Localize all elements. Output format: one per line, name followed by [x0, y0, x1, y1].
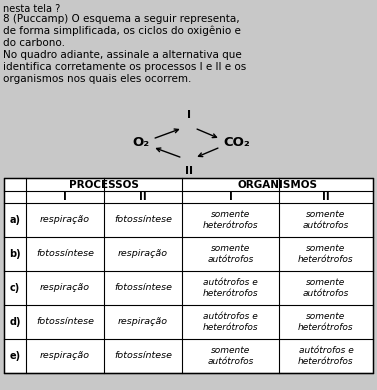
Text: fotossíntese: fotossíntese [114, 351, 172, 360]
Text: somente
autótrofos: somente autótrofos [303, 210, 349, 230]
Text: 8 (Puccamp) O esquema a seguir representa,: 8 (Puccamp) O esquema a seguir represent… [3, 14, 240, 24]
Text: II: II [184, 166, 193, 176]
Text: respiração: respiração [118, 250, 168, 259]
Text: No quadro adiante, assinale a alternativa que: No quadro adiante, assinale a alternativ… [3, 50, 242, 60]
Text: identifica corretamente os processos I e II e os: identifica corretamente os processos I e… [3, 62, 246, 72]
Text: autótrofos e
heterótrofos: autótrofos e heterótrofos [203, 278, 258, 298]
Text: PROCESSOS: PROCESSOS [69, 179, 139, 190]
Text: fotossíntese: fotossíntese [114, 216, 172, 225]
Text: fotossíntese: fotossíntese [36, 317, 94, 326]
Text: respiração: respiração [40, 351, 90, 360]
Text: somente
heterótrofos: somente heterótrofos [298, 312, 354, 332]
Text: respiração: respiração [40, 284, 90, 292]
Text: O₂: O₂ [132, 136, 149, 149]
Text: II: II [322, 192, 330, 202]
Text: somente
autótrofos: somente autótrofos [207, 244, 254, 264]
Text: ORGANISMOS: ORGANISMOS [238, 179, 317, 190]
Text: nesta tela ?: nesta tela ? [3, 4, 60, 14]
Text: a): a) [9, 215, 20, 225]
Text: somente
autótrofos: somente autótrofos [303, 278, 349, 298]
Text: c): c) [10, 283, 20, 293]
Text: fotossíntese: fotossíntese [36, 250, 94, 259]
Text: e): e) [9, 351, 21, 361]
Text: organismos nos quais eles ocorrem.: organismos nos quais eles ocorrem. [3, 74, 192, 84]
Text: de forma simplificada, os ciclos do oxigênio e: de forma simplificada, os ciclos do oxig… [3, 26, 241, 37]
Text: I: I [187, 110, 190, 120]
Text: b): b) [9, 249, 21, 259]
Text: I: I [228, 192, 233, 202]
Text: somente
autótrofos: somente autótrofos [207, 346, 254, 366]
Bar [4, 178, 373, 373]
Text: I: I [63, 192, 67, 202]
Text: CO₂: CO₂ [223, 136, 250, 149]
Text: respiração: respiração [118, 317, 168, 326]
Text: respiração: respiração [40, 216, 90, 225]
Text: do carbono.: do carbono. [3, 38, 65, 48]
Text: II: II [139, 192, 147, 202]
Text: somente
heterótrofos: somente heterótrofos [298, 244, 354, 264]
Text: autótrofos e
heterótrofos: autótrofos e heterótrofos [203, 312, 258, 332]
Text: d): d) [9, 317, 21, 327]
Text: fotossíntese: fotossíntese [114, 284, 172, 292]
Text: somente
heterótrofos: somente heterótrofos [203, 210, 258, 230]
Text: autótrofos e
heterótrofos: autótrofos e heterótrofos [298, 346, 354, 366]
